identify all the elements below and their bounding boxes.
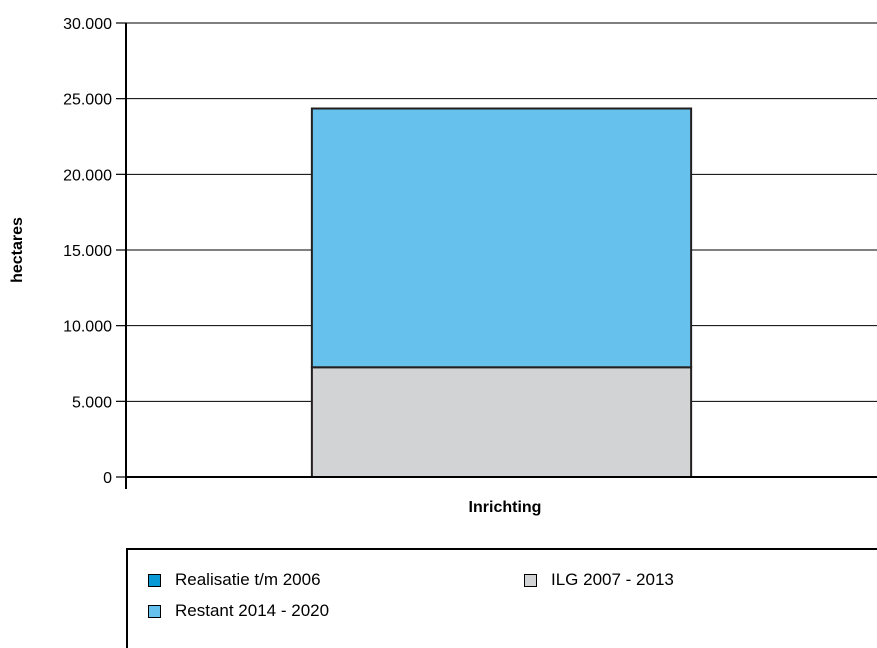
y-tick-label: 0 [103, 470, 112, 487]
x-axis-title: Inrichting [469, 499, 542, 516]
legend-item-ilg: ILG 2007 - 2013 [524, 570, 674, 590]
y-axis-title: hectares [9, 217, 26, 283]
y-tick-label: 10.000 [63, 319, 112, 336]
y-tick-label: 30.000 [63, 16, 112, 33]
y-tick-label: 20.000 [63, 167, 112, 184]
legend-label-realisatie: Realisatie t/m 2006 [175, 570, 321, 589]
bars [310, 107, 693, 478]
legend-label-ilg: ILG 2007 - 2013 [551, 570, 674, 589]
legend-swatch-restant [148, 604, 161, 618]
legend-item-realisatie: Realisatie t/m 2006 [148, 570, 321, 590]
legend: Realisatie t/m 2006 Restant 2014 - 2020 … [126, 548, 877, 648]
bar-segment-1 [310, 366, 693, 478]
legend-item-restant: Restant 2014 - 2020 [148, 601, 329, 621]
y-tick-label: 25.000 [63, 92, 112, 109]
axes: 0 5.000 10.000 15.000 20.000 25.000 30.000 [63, 16, 877, 489]
bar-segment-2 [310, 107, 693, 369]
y-tick-label: 15.000 [63, 243, 112, 260]
legend-swatch-ilg [524, 573, 537, 587]
y-tick-label: 5.000 [72, 394, 112, 411]
legend-label-restant: Restant 2014 - 2020 [175, 601, 330, 620]
legend-swatch-realisatie [148, 573, 161, 587]
